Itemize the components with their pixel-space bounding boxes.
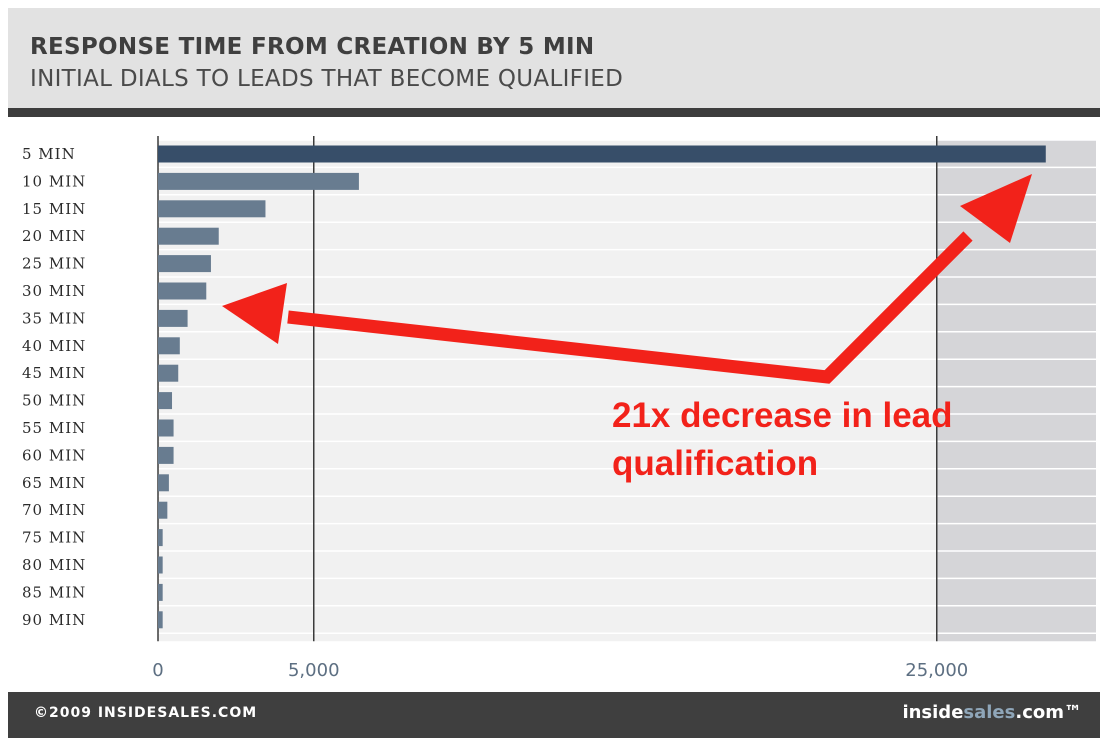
annotation-text: 21x decrease in lead — [612, 396, 953, 435]
annotation-arrows — [222, 174, 1032, 384]
highlight-region — [936, 140, 1096, 642]
category-label: 25 MIN — [22, 255, 86, 273]
bar — [158, 611, 163, 629]
category-label: 15 MIN — [22, 200, 86, 218]
bar — [158, 282, 207, 300]
x-tick-label: 0 — [152, 660, 163, 681]
category-label: 45 MIN — [22, 364, 86, 382]
bar-chart: 5 MIN 10 MIN 15 MIN 20 MIN 25 MIN 30 MIN 35 MI… — [22, 136, 1096, 681]
bar — [158, 364, 179, 382]
bar — [158, 172, 359, 190]
chart-header: RESPONSE TIME FROM CREATION BY 5 MIN INI… — [8, 8, 1100, 108]
arrow-head-left — [222, 283, 287, 344]
bar — [158, 145, 1046, 163]
bar — [158, 337, 180, 355]
category-label: 75 MIN — [22, 529, 86, 547]
bar — [158, 474, 169, 492]
annotation: 21x decrease in lead qualification — [612, 396, 953, 483]
category-label: 20 MIN — [22, 227, 86, 245]
bar — [158, 392, 173, 410]
chart-subtitle: INITIAL DIALS TO LEADS THAT BECOME QUALI… — [30, 66, 624, 92]
arrow-line — [287, 231, 973, 384]
bar — [158, 255, 211, 273]
copyright-text: ©2009 INSIDESALES.COM — [34, 705, 258, 721]
category-label: 5 MIN — [22, 145, 76, 163]
x-tick-label: 25,000 — [905, 660, 968, 681]
bar — [158, 556, 163, 574]
bar — [158, 583, 163, 601]
bar — [158, 227, 219, 245]
header-divider — [8, 108, 1100, 117]
chart-title: RESPONSE TIME FROM CREATION BY 5 MIN — [30, 34, 595, 60]
brand-logo-part: sales — [963, 702, 1016, 723]
footer: ©2009 INSIDESALES.COM insidesales.com™ — [8, 692, 1100, 738]
brand-logo-part: .com™ — [1015, 702, 1082, 723]
category-labels: 5 MIN 10 MIN 15 MIN 20 MIN 25 MIN 30 MIN 35 MI… — [22, 145, 86, 629]
category-label: 60 MIN — [22, 446, 86, 464]
bars — [158, 145, 1046, 629]
category-label: 50 MIN — [22, 392, 86, 410]
category-label: 30 MIN — [22, 282, 86, 300]
category-label: 65 MIN — [22, 474, 86, 492]
category-label: 70 MIN — [22, 501, 86, 519]
annotation-text: qualification — [612, 444, 818, 483]
category-label: 55 MIN — [22, 419, 86, 437]
category-label: 40 MIN — [22, 337, 86, 355]
x-tick-labels: 0 5,000 25,000 — [152, 660, 968, 681]
bar — [158, 419, 174, 437]
bar — [158, 446, 174, 464]
category-label: 90 MIN — [22, 611, 86, 629]
bar — [158, 529, 163, 547]
category-label: 85 MIN — [22, 583, 86, 601]
arrow-head-right — [960, 174, 1032, 243]
x-tick-label: 5,000 — [288, 660, 340, 681]
category-label: 10 MIN — [22, 172, 86, 190]
bar — [158, 309, 188, 327]
category-label: 80 MIN — [22, 556, 86, 574]
category-label: 35 MIN — [22, 309, 86, 327]
bar — [158, 200, 266, 218]
bar — [158, 501, 168, 519]
brand-logo: insidesales.com™ — [902, 702, 1082, 723]
plot-background — [158, 140, 1096, 642]
brand-logo-part: inside — [902, 702, 964, 723]
